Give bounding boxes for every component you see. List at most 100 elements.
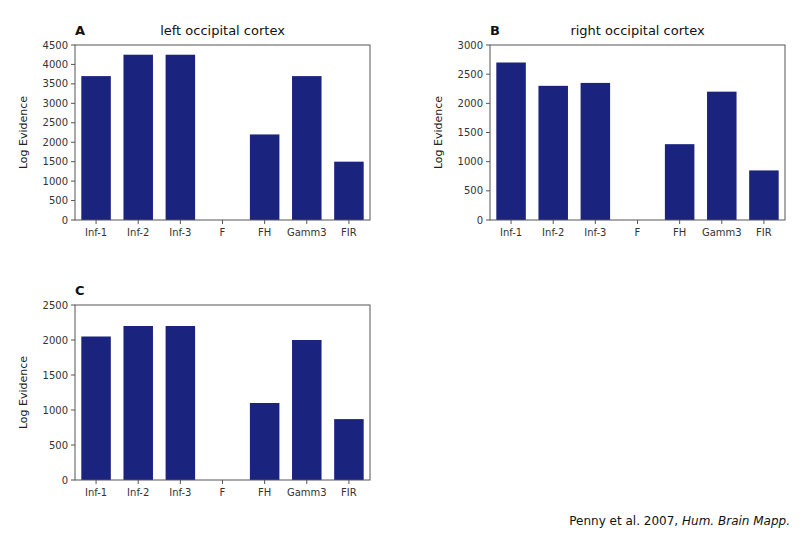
x-tick-label: FIR [341,227,357,238]
x-tick [180,480,181,484]
y-tick-label: 3000 [458,40,483,51]
bar [749,170,779,220]
y-tick [71,122,75,123]
y-tick-label: 0 [62,215,68,226]
y-tick-label: 0 [477,215,483,226]
y-tick [71,181,75,182]
y-tick [486,103,490,104]
y-axis-label: Log Evidence [432,96,445,169]
plot-area [490,45,785,220]
x-tick-label: Inf-3 [169,227,191,238]
bar [581,83,611,220]
y-tick-label: 2500 [43,117,68,128]
panel: 05001000150020002500Inf-1Inf-2Inf-3FFHGa… [17,283,370,498]
bar [81,76,111,220]
panel-title: left occipital cortex [160,23,285,38]
bar [334,162,364,220]
bar [538,86,568,220]
y-tick [71,445,75,446]
y-tick-label: 1500 [43,370,68,381]
y-tick [71,64,75,65]
x-tick [679,220,680,224]
y-tick [71,83,75,84]
panel-label: C [75,283,85,298]
y-tick [486,45,490,46]
bar [81,337,111,481]
citation: Penny et al. 2007, Hum. Brain Mapp. [569,514,790,528]
bar [250,403,280,480]
y-tick-label: 3500 [43,78,68,89]
citation-part: Hum. Brain Mapp. [682,514,790,528]
y-tick [71,103,75,104]
y-tick [71,220,75,221]
y-tick-label: 2000 [43,335,68,346]
y-tick [71,410,75,411]
y-tick-label: 3000 [43,98,68,109]
x-tick [222,480,223,484]
figure: 050010001500200025003000350040004500Inf-… [0,0,810,540]
panel-title: right occipital cortex [570,23,705,38]
x-tick [264,220,265,224]
x-tick [96,220,97,224]
x-tick-label: Gamm3 [287,227,327,238]
y-tick-label: 2500 [458,69,483,80]
x-tick [637,220,638,224]
y-tick [71,45,75,46]
x-tick [264,480,265,484]
x-tick-label: Inf-2 [127,227,149,238]
x-tick [763,220,764,224]
panel: 050010001500200025003000Inf-1Inf-2Inf-3F… [432,23,785,238]
y-tick [486,74,490,75]
bar [250,134,280,220]
x-tick-label: Inf-2 [542,227,564,238]
y-tick-label: 500 [464,185,483,196]
x-tick-label: FIR [756,227,772,238]
y-tick [71,305,75,306]
y-tick-label: 1500 [43,156,68,167]
plot-area [75,305,370,480]
bars [81,326,363,480]
panel-label: A [75,23,85,38]
y-tick-label: 2000 [43,137,68,148]
x-tick [721,220,722,224]
x-tick-label: Inf-3 [169,487,191,498]
y-tick [71,200,75,201]
y-tick-label: 2000 [458,98,483,109]
y-tick [486,161,490,162]
plot-frame [75,305,370,480]
bar [496,63,525,221]
x-tick-label: F [635,227,641,238]
x-tick [348,480,349,484]
bar [123,326,153,480]
bars [81,55,363,220]
y-tick-label: 4000 [43,59,68,70]
y-tick [71,340,75,341]
plot-frame [75,45,370,220]
bar [334,419,364,480]
y-tick-label: 0 [62,475,68,486]
y-tick-label: 1000 [43,176,68,187]
x-tick-label: Inf-1 [85,487,107,498]
bar [665,144,695,220]
citation-part: Penny et al. 2007, [569,514,682,528]
x-tick [553,220,554,224]
x-tick-label: Gamm3 [287,487,327,498]
x-tick [96,480,97,484]
y-tick [486,190,490,191]
x-tick [138,220,139,224]
panel-label: B [490,23,500,38]
x-tick-label: Gamm3 [702,227,742,238]
bar [707,92,737,220]
bar [166,326,196,480]
x-tick-label: Inf-2 [127,487,149,498]
y-tick [71,142,75,143]
y-tick-label: 2500 [43,300,68,311]
x-tick [595,220,596,224]
y-tick-label: 500 [49,195,68,206]
y-tick-label: 1000 [458,156,483,167]
y-tick [71,161,75,162]
y-tick [486,132,490,133]
x-tick-label: Inf-1 [85,227,107,238]
y-tick [71,480,75,481]
bars [496,63,778,221]
